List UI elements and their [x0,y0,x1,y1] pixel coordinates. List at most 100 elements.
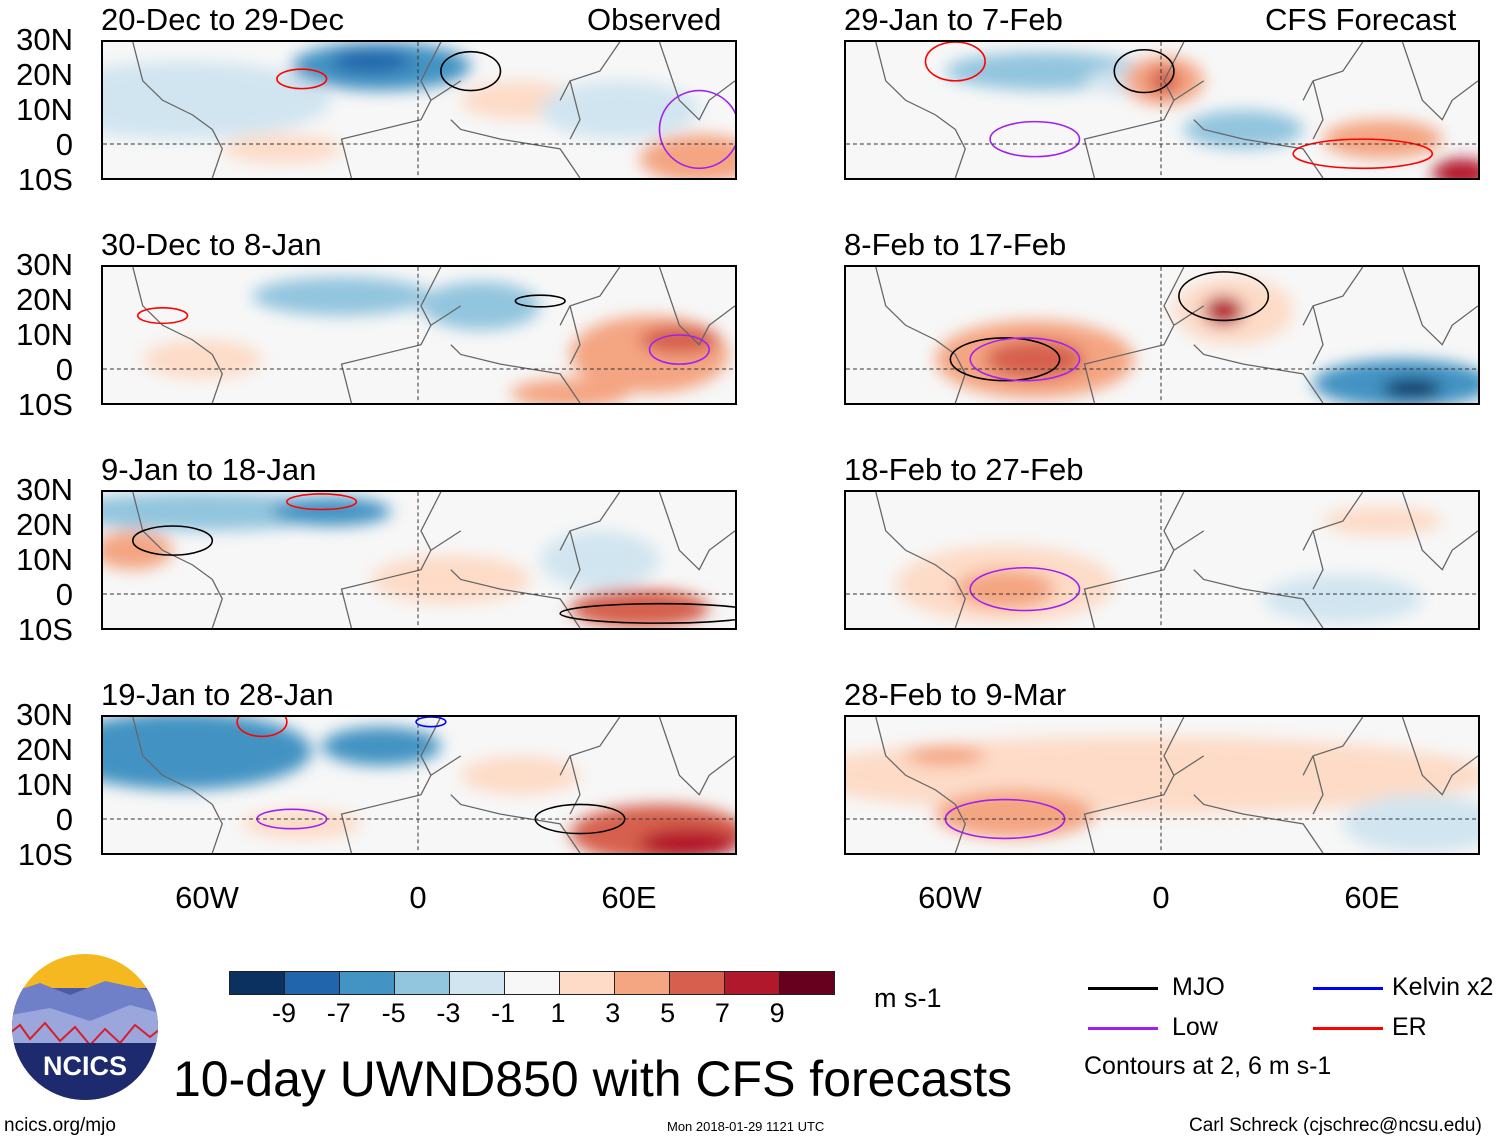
figure-title: 10-day UWND850 with CFS forecasts [173,1051,1013,1107]
anomaly-shading [905,746,986,766]
lat-label: 0 [55,352,73,387]
anomaly-shading [639,828,735,853]
colorbar-swatch [505,972,560,994]
anomaly-shading [1203,296,1244,326]
anomaly-shading [321,726,441,766]
colorbar-tick-label: 5 [660,998,676,1028]
anomaly-shading [510,378,630,403]
anomaly-shading [252,276,431,316]
colorbar-swatch [725,972,780,994]
anomaly-shading [1342,794,1478,853]
colorbar-swatch [395,972,450,994]
lat-label: 10S [17,162,73,197]
legend-line-er [1313,1027,1383,1030]
lat-label: 10S [17,387,73,422]
lon-label-60e: 60E [1344,880,1400,915]
ncics-logo: NCICS [12,954,158,1100]
anomaly-shading [242,809,362,839]
anomaly-shading [103,717,312,790]
anomaly-shading [460,755,580,795]
footer-timestamp: Mon 2018-01-29 1121 UTC [667,1119,825,1134]
coastline [875,267,1478,403]
anomaly-shading [1183,110,1304,149]
colorbar-swatch [670,972,725,994]
coastline [132,267,735,403]
lat-label: 10S [17,837,73,872]
contour-line [440,50,502,92]
colorbar-swatch [450,972,505,994]
panel-title: 8-Feb to 17-Feb [844,227,1067,262]
anomaly-shading [331,49,412,74]
map-panel [844,265,1480,405]
anomaly-shading [142,339,262,379]
contour-line [658,89,735,170]
lat-label: 30N [16,22,73,57]
colorbar-tick-label: -5 [381,998,406,1028]
anomaly-shading [1432,158,1478,178]
legend-label-er: ER [1392,1013,1427,1041]
lat-label: 10N [16,767,73,802]
map-panel [844,715,1480,855]
lat-label: 0 [55,577,73,612]
lat-label: 10N [16,92,73,127]
anomaly-shading [420,281,541,331]
legend-line-mjo [1088,987,1158,990]
colorbar-swatch [780,972,834,994]
legend-label-mjo: MJO [1172,973,1225,1001]
lat-label: 30N [16,472,73,507]
lat-label: 20N [16,282,73,317]
anomaly-shading [103,61,332,140]
colorbar-swatch [560,972,615,994]
contour-line [969,566,1081,612]
coastline [132,717,735,853]
anomaly-shading [271,496,392,526]
lat-label: 20N [16,732,73,767]
colorbar-tick-label: 3 [605,998,621,1028]
colorbar-units: m s-1 [874,983,942,1013]
colorbar [229,971,835,995]
panel-title: 9-Jan to 18-Jan [101,452,317,487]
anomaly-shading [955,569,1055,609]
lon-label-60w: 60W [918,880,982,915]
anomaly-shading [1382,378,1443,399]
anomaly-shading [639,325,720,355]
panel-title: 28-Feb to 9-Mar [844,677,1067,712]
lon-label-60w: 60W [175,880,239,915]
lon-label-60e: 60E [601,880,657,915]
footer-url[interactable]: ncics.org/mjo [4,1115,116,1136]
lat-label: 30N [16,697,73,732]
anomaly-shading [540,530,660,590]
logo-text: NCICS [43,1051,127,1081]
anomaly-shading [1322,506,1443,536]
map-panel [101,715,737,855]
colorbar-tick-label: 9 [769,998,785,1028]
panel-title: 29-Jan to 7-Feb [844,2,1063,37]
contour-line [949,337,1061,382]
lat-label: 0 [55,127,73,162]
footer-credit: Carl Schreck (cjschrec@ncsu.edu) [1189,1115,1482,1136]
colorbar-swatch [340,972,395,994]
contour-line [969,337,1081,382]
contour-line [132,525,214,556]
anomaly-shading [570,589,710,628]
coastline [875,717,1478,853]
contour-line [1292,138,1434,170]
lat-label: 20N [16,57,73,92]
contour-line [236,717,288,738]
contours-note: Contours at 2, 6 m s-1 [1084,1052,1332,1080]
colorbar-swatch [615,972,670,994]
colorbar-swatch [230,972,285,994]
colorbar-swatch [285,972,340,994]
panel-title: 20-Dec to 29-Dec [101,2,344,37]
anomaly-shading [1263,574,1423,624]
contour-line [1178,271,1270,322]
colorbar-tick-label: -7 [326,998,351,1028]
legend-line-kelvin [1313,987,1383,990]
lat-label: 10S [17,612,73,647]
coastline [875,492,1478,628]
legend-label-low: Low [1172,1013,1218,1041]
map-panel [844,490,1480,630]
contour-line [648,334,710,365]
lat-label: 10N [16,542,73,577]
